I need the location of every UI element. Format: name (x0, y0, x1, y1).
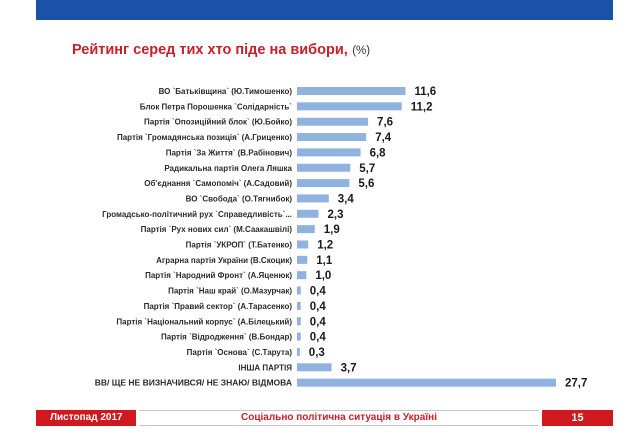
category-label: ВВ/ ЩЕ НЕ ВИЗНАЧИВСЯ/ НЕ ЗНАЮ/ ВІДМОВА (95, 378, 292, 388)
category-label: Партія `Правий сектор` (А.Тарасенко) (144, 302, 293, 311)
footer-subject: Соціально політична ситуація в Україні (241, 412, 437, 423)
top-banner (36, 0, 613, 20)
bar (297, 87, 406, 95)
bar (297, 117, 369, 126)
bar (297, 255, 308, 264)
footer-date-box: Листопад 2017 (36, 410, 136, 426)
value-label: 0,3 (309, 347, 325, 359)
bar (297, 179, 350, 188)
category-label: Радикальна партія Олега Ляшка (164, 164, 292, 173)
footer: Листопад 2017 Соціально політична ситуац… (36, 410, 613, 426)
value-label: 7,6 (377, 117, 393, 129)
bar (297, 240, 309, 249)
category-label: Партія `Відродження` (В.Бондар) (161, 333, 292, 342)
bar (297, 102, 402, 111)
bar (297, 363, 332, 372)
category-label: Партія `Національний корпус` (А.Білецьки… (116, 317, 292, 326)
chart-title-unit: (%) (352, 45, 371, 57)
bar (297, 194, 329, 203)
bar (297, 301, 301, 310)
category-label: Партія `Опозиційний блок` (Ю.Бойко) (144, 118, 292, 127)
bar (297, 148, 361, 157)
value-label: 1,2 (317, 240, 333, 252)
category-label: Партія `Основа` (С.Тарута) (187, 348, 293, 357)
value-label: 1,9 (324, 224, 340, 236)
bar (297, 286, 301, 295)
value-label: 27,7 (565, 378, 587, 390)
category-label: ВО `Батьківщина` (Ю.Тимошенко) (159, 87, 293, 96)
value-label: 0,4 (310, 301, 327, 313)
category-label: Партія `Народний Фронт` (А.Яценюк) (145, 271, 292, 280)
value-label: 5,7 (359, 163, 375, 175)
bar (297, 317, 301, 326)
footer-date: Листопад 2017 (50, 412, 123, 423)
bar (297, 209, 319, 218)
category-label: Громадсько-політичний рух `Справедливіст… (102, 210, 292, 219)
category-label: Блок Петра Порошенка `Солідарність` (140, 102, 293, 111)
category-label: ВО `Свобода` (О.Тягнибок) (186, 194, 293, 203)
value-label: 0,4 (310, 316, 327, 328)
category-label: Партія `За Життя` (В.Рабінович) (166, 148, 293, 157)
value-label: 0,4 (310, 286, 327, 298)
value-label: 7,4 (375, 132, 392, 144)
chart-title: Рейтинг серед тих хто піде на вибори, (%… (72, 41, 370, 59)
bar (297, 163, 351, 172)
bar (297, 271, 307, 280)
bar (297, 378, 556, 387)
value-label: 0,4 (310, 332, 327, 344)
value-label: 6,8 (370, 147, 387, 159)
bar (297, 347, 300, 356)
footer-page-number: 15 (571, 412, 584, 424)
category-label: ІНША ПАРТІЯ (238, 363, 292, 372)
bar (297, 332, 301, 341)
category-label: Об'єднання `Самопоміч` (А.Садовий) (144, 179, 292, 188)
value-label: 3,4 (338, 193, 355, 205)
category-label: Партія `Рух нових сил` (М.Саакашвілі) (141, 225, 293, 234)
value-label: 3,7 (341, 362, 357, 374)
value-label: 5,6 (358, 178, 374, 190)
value-label: 2,3 (328, 209, 344, 221)
category-label: Партія `Громадянська позиція` (А.Гриценк… (117, 133, 292, 142)
value-label: 11,6 (414, 86, 436, 98)
value-label: 1,1 (316, 255, 333, 267)
category-label: Партія `Наш край` (О.Мазурчак) (168, 287, 292, 296)
category-label: Аграрна партія України (В.Скоцик) (156, 256, 292, 265)
bar (297, 133, 367, 142)
value-label: 1,0 (315, 270, 331, 282)
footer-page-box: 15 (542, 410, 613, 426)
footer-subject-box: Соціально політична ситуація в Україні (139, 410, 539, 426)
value-label: 11,2 (411, 101, 433, 113)
chart-title-text: Рейтинг серед тих хто піде на вибори, (72, 42, 348, 58)
bar (297, 225, 315, 234)
category-label: Партія `УКРОП` (Т.Батенко) (186, 241, 293, 250)
